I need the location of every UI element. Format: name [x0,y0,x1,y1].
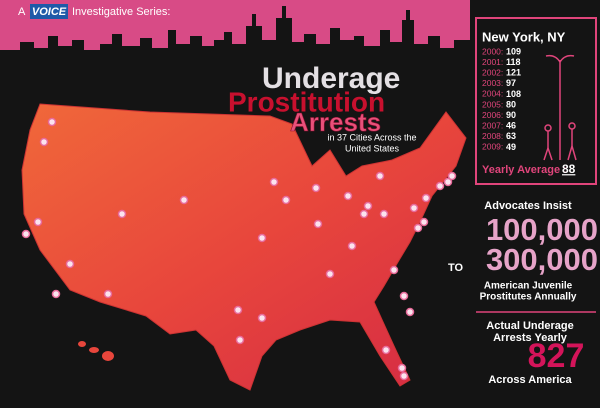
city-dot [443,177,453,187]
city-dot [447,171,457,181]
city-dot [419,217,429,227]
city-dot [381,345,391,355]
city-dot [39,137,49,147]
city-dot [51,289,61,299]
city-dot [233,305,243,315]
city-dot [359,209,369,219]
city-dot [325,269,335,279]
city-dot [363,201,373,211]
city-dot [281,195,291,205]
ny-title: New York, NY [482,29,566,44]
advocates-caption: American Juvenile [484,281,573,292]
city-dot [103,289,113,299]
subtitle: in 37 Cities Across the [327,132,416,142]
advocates-caption: Prostitutes Annually [480,292,577,303]
us-map [21,103,467,391]
ny-year: 2008: [482,131,503,141]
advocates-label: Advocates Insist [484,200,572,212]
city-dot [311,183,321,193]
ny-count: 80 [506,99,516,109]
ny-count: 63 [506,131,516,141]
actual-label: Actual Underage [486,320,573,332]
city-dot [47,117,57,127]
logo-box [30,4,68,19]
city-dot [235,335,245,345]
ny-count: 118 [506,57,521,67]
city-dot [379,209,389,219]
subtitle: United States [345,143,400,153]
header-prefix: A [18,6,26,18]
ny-average-label: Yearly Average : [482,164,567,176]
ny-count: 108 [506,89,521,99]
city-dot [399,291,409,301]
city-dot [347,241,357,251]
ny-average: 88 [562,162,576,176]
title-line1: Underage [262,62,400,95]
ny-count: 90 [506,110,516,120]
city-dot [405,307,415,317]
ny-year: 2001: [482,57,503,67]
city-dot [33,217,43,227]
city-dot [399,371,409,381]
advocates-high: 300,000 [486,242,598,277]
ny-year: 2002: [482,67,503,77]
ny-count: 97 [506,78,516,88]
city-dot [397,363,407,373]
ny-year: 2005: [482,99,503,109]
actual-value: 827 [528,337,585,375]
ny-count: 46 [506,121,516,131]
city-dot [389,265,399,275]
ny-year: 2000: [482,46,503,56]
city-dot [413,223,423,233]
title-line3: Arrests [290,107,381,137]
ny-year: 2007: [482,120,503,130]
city-dot [313,219,323,229]
advocates-to: TO [448,262,464,274]
city-dot [269,177,279,187]
actual-label: Arrests Yearly [493,332,568,344]
title-line2: Prostitution [228,86,385,117]
city-dot [117,209,127,219]
ny-count: 49 [506,142,516,152]
city-dot [257,233,267,243]
ny-year: 2003: [482,78,503,88]
skyline [0,6,470,62]
streetlight-figures [543,54,577,161]
ny-year: 2004: [482,89,503,99]
city-dot [179,195,189,205]
city-dot [409,203,419,213]
ny-count: 109 [506,46,521,56]
city-dot [65,259,75,269]
city-dot [375,171,385,181]
actual-caption: Across America [488,374,572,386]
city-dot [257,313,267,323]
ny-year: 2009: [482,142,503,152]
logo: VOICE [32,6,67,18]
header-suffix: Investigative Series: [72,6,170,18]
hawaii [78,341,114,361]
ny-count: 121 [506,68,521,78]
ny-year: 2006: [482,110,503,120]
city-dot [21,229,31,239]
ny-box [475,17,597,185]
city-dot [435,181,445,191]
city-dot [343,191,353,201]
city-dot [421,193,431,203]
advocates-low: 100,000 [486,212,598,247]
